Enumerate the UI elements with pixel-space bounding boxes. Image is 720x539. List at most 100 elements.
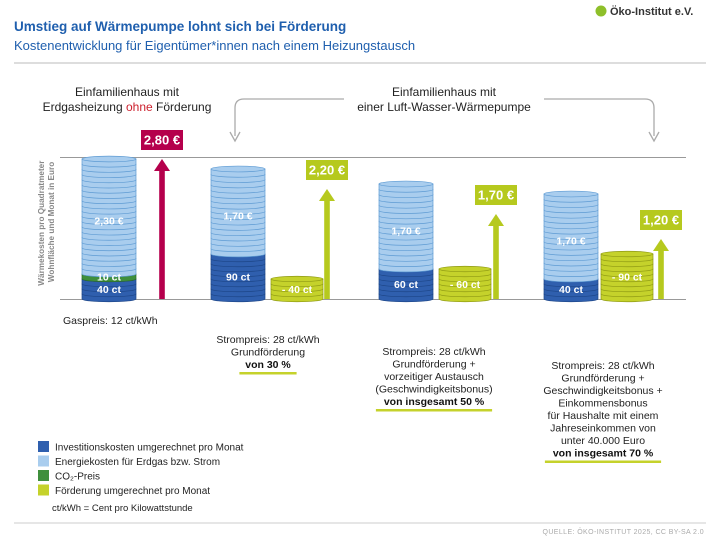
total-arrowhead [488,214,504,226]
group-hp-line-2: einer Luft-Wasser-Wärmepumpe [357,100,531,114]
legend: Investitionskosten umgerechnet pro Monat… [38,441,244,497]
bracket-arrow-left [234,98,344,136]
coin-top [378,180,434,188]
bar-subsidy [600,250,654,303]
caption-line: Grundförderung + [561,373,644,385]
total-label: 2,20 € [309,163,345,178]
legend-swatch [38,441,49,452]
bar-energy [378,180,434,273]
legend-item-2: Energiekosten für Erdgas bzw. Strom [38,455,220,468]
bar-subsidy [438,265,492,303]
bar-subsidy [270,275,324,303]
caption-line: Grundförderung + [392,359,475,371]
total-arrowhead [319,189,335,201]
label-energy: 1,70 € [556,236,585,248]
total-label-box [640,210,682,230]
caption-line: Strompreis: 28 ct/kWh [216,334,319,346]
group-label-gas: Einfamilienhaus mit Erdgasheizung ohne F… [43,85,212,114]
caption-line: Einkommensbonus [558,398,647,410]
captions: Gaspreis: 12 ct/kWh Strompreis: 28 ct/kWh… [63,315,663,463]
bracket-arrow-right [544,98,655,136]
group-gas-line-1: Einfamilienhaus mit [75,85,180,99]
label-energy: 1,70 € [223,211,252,223]
caption-line: Jahreseinkommen von [550,423,656,435]
y-axis-label-line-2: Wohnfläche und Monat in Euro [47,162,56,282]
logo: Öko-Institut e.V. [595,5,693,18]
caption-line: Geschwindigkeitsbonus + [543,385,662,397]
group-gas-line-2: Erdgasheizung ohne Förderung [43,100,212,114]
coin-top [270,275,324,283]
highlight-underline [375,409,493,412]
highlight-underline [239,372,297,375]
y-axis-label: Wärmekosten pro Quadratmeter Wohnfläche … [37,158,56,285]
total-label: 1,70 € [478,188,514,203]
label-subsidy: - 40 ct [282,284,313,296]
group-hp-line-1: Einfamilienhaus mit [392,85,497,99]
bracket-arrowhead-left [229,131,241,143]
stack-4: 40 ct 1,70 € - 90 ct 1,20 € [543,190,682,303]
label-energy: 1,70 € [391,226,420,238]
legend-label: Förderung umgerechnet pro Monat [55,486,210,497]
total-label-box [475,185,517,205]
caption-line: Grundförderung [231,347,305,359]
label-investment: 40 ct [97,284,121,296]
legend-label: Energiekosten für Erdgas bzw. Strom [55,457,220,468]
stack-3: 60 ct 1,70 € - 60 ct 1,70 € [378,180,517,303]
legend-item-1: Investitionskosten umgerechnet pro Monat [38,441,244,454]
coin-top [543,190,599,198]
label-investment: 40 ct [559,284,583,296]
total-label: 1,20 € [643,213,679,228]
bracket-arrowhead-right [648,131,660,143]
stack-2: 90 ct 1,70 € - 40 ct 2,20 € [210,160,348,303]
total-arrow-shaft [658,249,664,299]
chart-title: Umstieg auf Wärmepumpe lohnt sich bei Fö… [14,19,346,34]
legend-label: CO₂-Preis [55,472,100,483]
label-co2: 10 ct [97,272,121,284]
caption-line: für Haushalte mit einem [548,410,659,422]
caption-line: unter 40.000 Euro [561,435,645,447]
total-arrow-shaft [493,224,499,299]
y-axis-label-line-1: Wärmekosten pro Quadratmeter [37,160,46,286]
legend-label: Investitionskosten umgerechnet pro Monat [55,443,244,454]
source-credit: QUELLE: ÖKO-INSTITUT 2025, CC BY-SA 2.0 [543,528,705,536]
total-arrowhead [154,159,170,171]
caption-highlight: von insgesamt 70 % [553,448,654,460]
highlight-underline [544,460,662,463]
coin-top [600,250,654,258]
total-label: 2,80 € [144,133,180,148]
coin-top [210,165,266,173]
label-investment: 90 ct [226,272,250,284]
legend-item-4: Förderung umgerechnet pro Monat [38,484,210,497]
bar-energy [543,190,599,283]
group-label-heatpump: Einfamilienhaus mit einer Luft-Wasser-Wä… [229,85,660,143]
coin-top [81,155,137,163]
caption-line: Strompreis: 28 ct/kWh [551,360,654,372]
caption-line: (Geschwindigkeitsbonus) [375,384,492,396]
caption-line: vorzeitiger Austausch [384,371,484,383]
label-energy: 2,30 € [94,216,123,228]
chart-subtitle: Kostenentwicklung für Eigentümer*innen n… [14,38,415,53]
bar-energy [81,155,137,278]
legend-item-3: CO₂-Preis [38,470,100,483]
label-subsidy: - 90 ct [612,272,643,284]
legend-swatch [38,470,49,481]
coin-top [438,265,492,273]
total-arrow-shaft [159,169,165,299]
total-arrowhead [653,239,669,251]
label-subsidy: - 60 ct [450,279,481,291]
legend-note: ct/kWh = Cent pro Kilowattstunde [52,503,193,514]
caption-line: Strompreis: 28 ct/kWh [382,346,485,358]
bar-energy [210,165,266,258]
total-label-box [141,130,183,150]
total-arrow-shaft [324,199,330,299]
caption-highlight: von 30 % [245,359,291,371]
caption-1-line: Gaspreis: 12 ct/kWh [63,315,158,327]
legend-swatch [38,484,49,496]
